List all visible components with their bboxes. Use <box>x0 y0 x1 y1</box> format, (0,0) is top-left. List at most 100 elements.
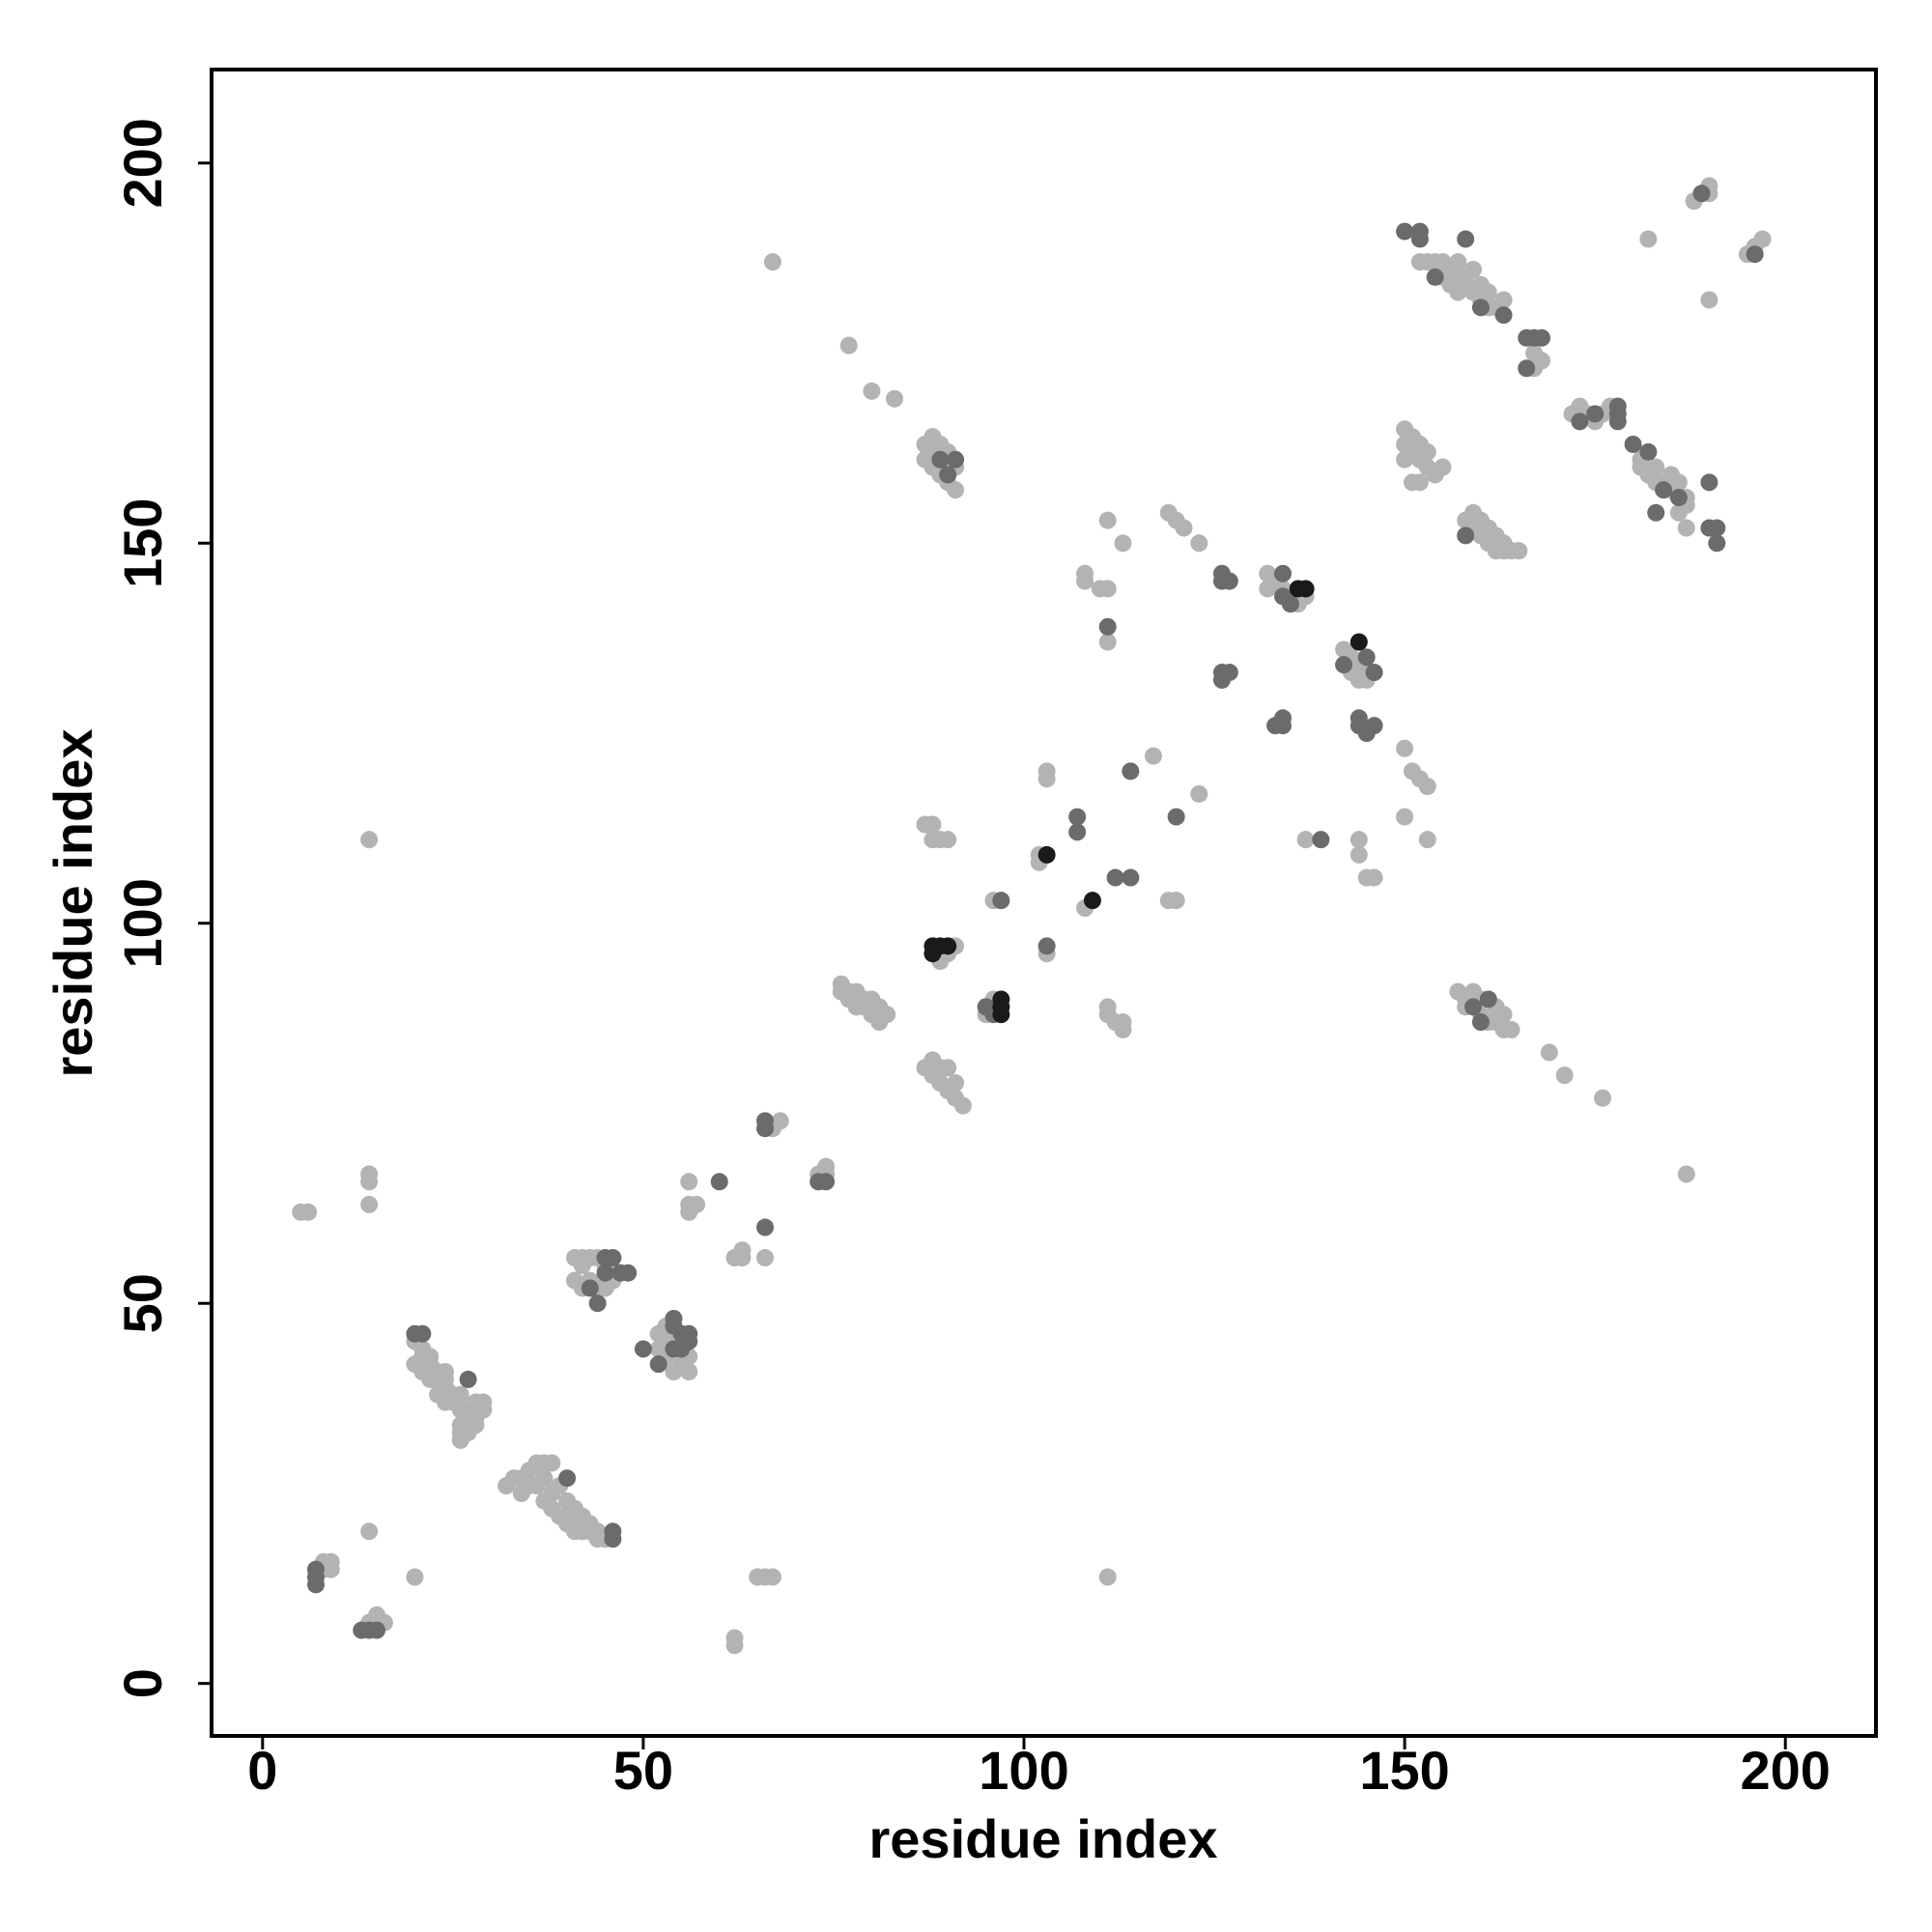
point <box>939 1059 957 1077</box>
point <box>1594 1089 1612 1107</box>
point <box>649 1355 668 1374</box>
point <box>1746 245 1764 264</box>
point <box>1350 831 1368 849</box>
point <box>1167 808 1185 826</box>
point <box>1487 542 1505 560</box>
point <box>923 815 942 834</box>
point <box>421 1370 440 1388</box>
point <box>1190 784 1208 803</box>
point <box>1639 442 1658 461</box>
point <box>1083 892 1101 910</box>
point <box>1273 564 1292 582</box>
point <box>1068 808 1087 826</box>
point <box>771 1112 789 1130</box>
point <box>992 892 1010 910</box>
point <box>688 1195 706 1213</box>
point <box>1114 1020 1132 1038</box>
point <box>1357 648 1376 667</box>
point <box>1296 580 1315 598</box>
point <box>1396 808 1414 826</box>
point <box>1624 435 1642 453</box>
point <box>1365 717 1383 735</box>
point <box>931 450 950 469</box>
point <box>839 336 858 355</box>
point <box>1410 230 1429 248</box>
point <box>756 1218 775 1236</box>
point <box>299 1203 318 1221</box>
point <box>459 1370 477 1388</box>
point <box>733 1241 752 1260</box>
point <box>1647 458 1665 476</box>
point <box>1212 670 1231 689</box>
point <box>1494 1006 1513 1024</box>
point <box>604 1522 622 1541</box>
point <box>1471 298 1490 317</box>
point <box>474 1401 493 1419</box>
point <box>619 1264 638 1282</box>
point <box>1418 778 1436 796</box>
point <box>1037 845 1056 864</box>
point <box>992 990 1010 1009</box>
point <box>1669 503 1688 522</box>
point <box>1677 519 1695 537</box>
point <box>1555 1066 1574 1085</box>
point <box>1114 534 1132 553</box>
point <box>710 1173 728 1191</box>
point <box>763 1568 781 1586</box>
point <box>306 1560 325 1578</box>
point <box>1259 580 1277 598</box>
point <box>1449 253 1467 271</box>
point <box>923 945 942 963</box>
point <box>1106 868 1124 887</box>
point <box>763 253 781 271</box>
point <box>1608 412 1627 431</box>
point <box>1098 1568 1117 1586</box>
point <box>886 389 904 408</box>
point <box>1296 831 1315 849</box>
point <box>1098 633 1117 651</box>
point <box>1426 268 1444 286</box>
point <box>543 1484 561 1502</box>
point <box>947 481 965 499</box>
point <box>649 1340 668 1358</box>
point <box>680 1173 698 1191</box>
point <box>1753 230 1772 248</box>
point <box>1220 572 1238 590</box>
point <box>817 1173 836 1191</box>
x-tick-label: 50 <box>613 1740 673 1801</box>
point <box>1037 762 1056 781</box>
x-tick-label: 0 <box>247 1740 277 1801</box>
point <box>1145 747 1163 765</box>
point <box>581 1279 599 1297</box>
point <box>436 1393 454 1411</box>
point <box>1365 664 1383 682</box>
point <box>939 937 957 955</box>
point <box>1518 359 1536 378</box>
point <box>1273 717 1292 735</box>
y-tick-label: 0 <box>112 1668 173 1698</box>
point <box>1692 185 1711 203</box>
point <box>953 1096 972 1115</box>
point <box>573 1256 591 1274</box>
point <box>1540 1043 1558 1062</box>
point <box>1350 845 1368 864</box>
y-tick-label: 150 <box>112 498 173 588</box>
point <box>947 1074 965 1093</box>
point <box>1510 542 1528 560</box>
point <box>1655 481 1673 499</box>
y-tick-label: 200 <box>112 118 173 208</box>
point <box>939 466 957 484</box>
point <box>1708 534 1726 553</box>
point <box>360 1195 379 1213</box>
point <box>1471 1013 1490 1032</box>
point <box>1098 580 1117 598</box>
point <box>1677 1165 1695 1183</box>
point <box>1076 572 1094 590</box>
point <box>1669 489 1688 507</box>
point <box>725 1629 744 1647</box>
point <box>1608 397 1627 415</box>
y-axis-title: residue index <box>43 728 103 1077</box>
point <box>1418 442 1436 461</box>
